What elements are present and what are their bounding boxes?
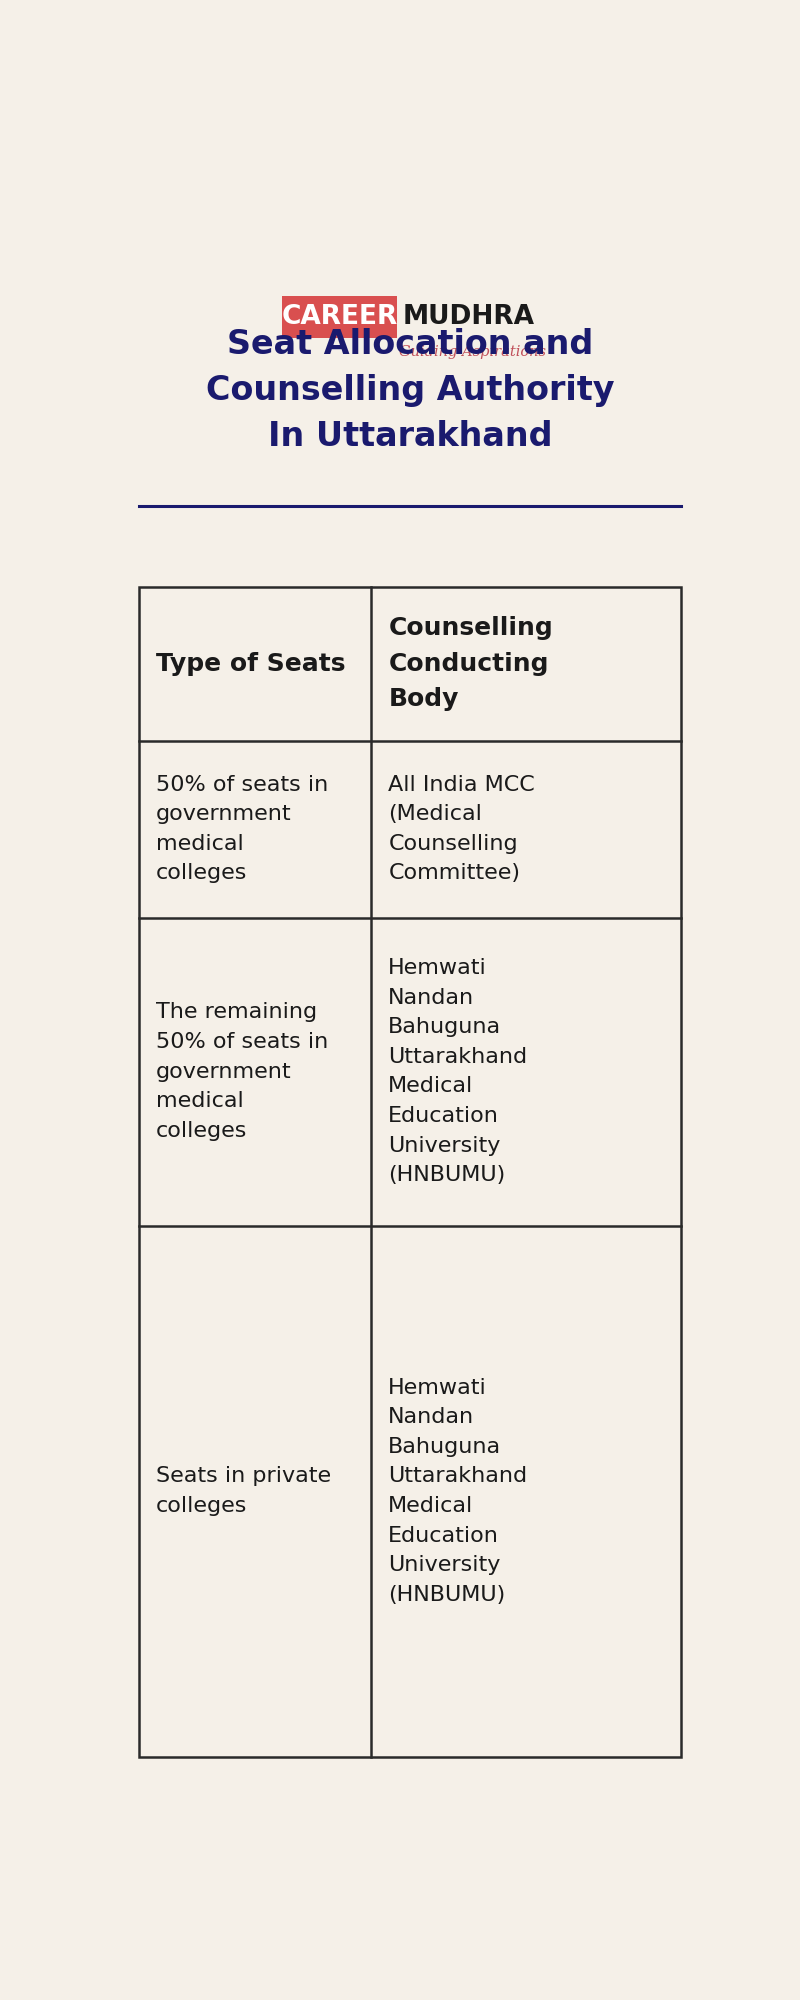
Text: The remaining
50% of seats in
government
medical
colleges: The remaining 50% of seats in government… [156, 1002, 328, 1140]
Text: Hemwati
Nandan
Bahuguna
Uttarakhand
Medical
Education
University
(HNBUMU): Hemwati Nandan Bahuguna Uttarakhand Medi… [388, 958, 527, 1186]
Text: Counselling
Conducting
Body: Counselling Conducting Body [388, 616, 553, 710]
Bar [282, 296, 397, 338]
Text: Guiding Aspirations: Guiding Aspirations [399, 344, 546, 358]
Text: CAREER: CAREER [282, 304, 398, 330]
Text: All India MCC
(Medical
Counselling
Committee): All India MCC (Medical Counselling Commi… [388, 774, 535, 884]
Text: 50% of seats in
government
medical
colleges: 50% of seats in government medical colle… [156, 774, 328, 884]
Text: Type of Seats: Type of Seats [156, 652, 346, 676]
Bar [138, 586, 682, 1756]
Text: Hemwati
Nandan
Bahuguna
Uttarakhand
Medical
Education
University
(HNBUMU): Hemwati Nandan Bahuguna Uttarakhand Medi… [388, 1378, 527, 1604]
Text: MUDHRA: MUDHRA [403, 304, 535, 330]
Text: Seat Allocation and
Counselling Authority
In Uttarakhand: Seat Allocation and Counselling Authorit… [206, 328, 614, 452]
Text: Seats in private
colleges: Seats in private colleges [156, 1466, 331, 1516]
